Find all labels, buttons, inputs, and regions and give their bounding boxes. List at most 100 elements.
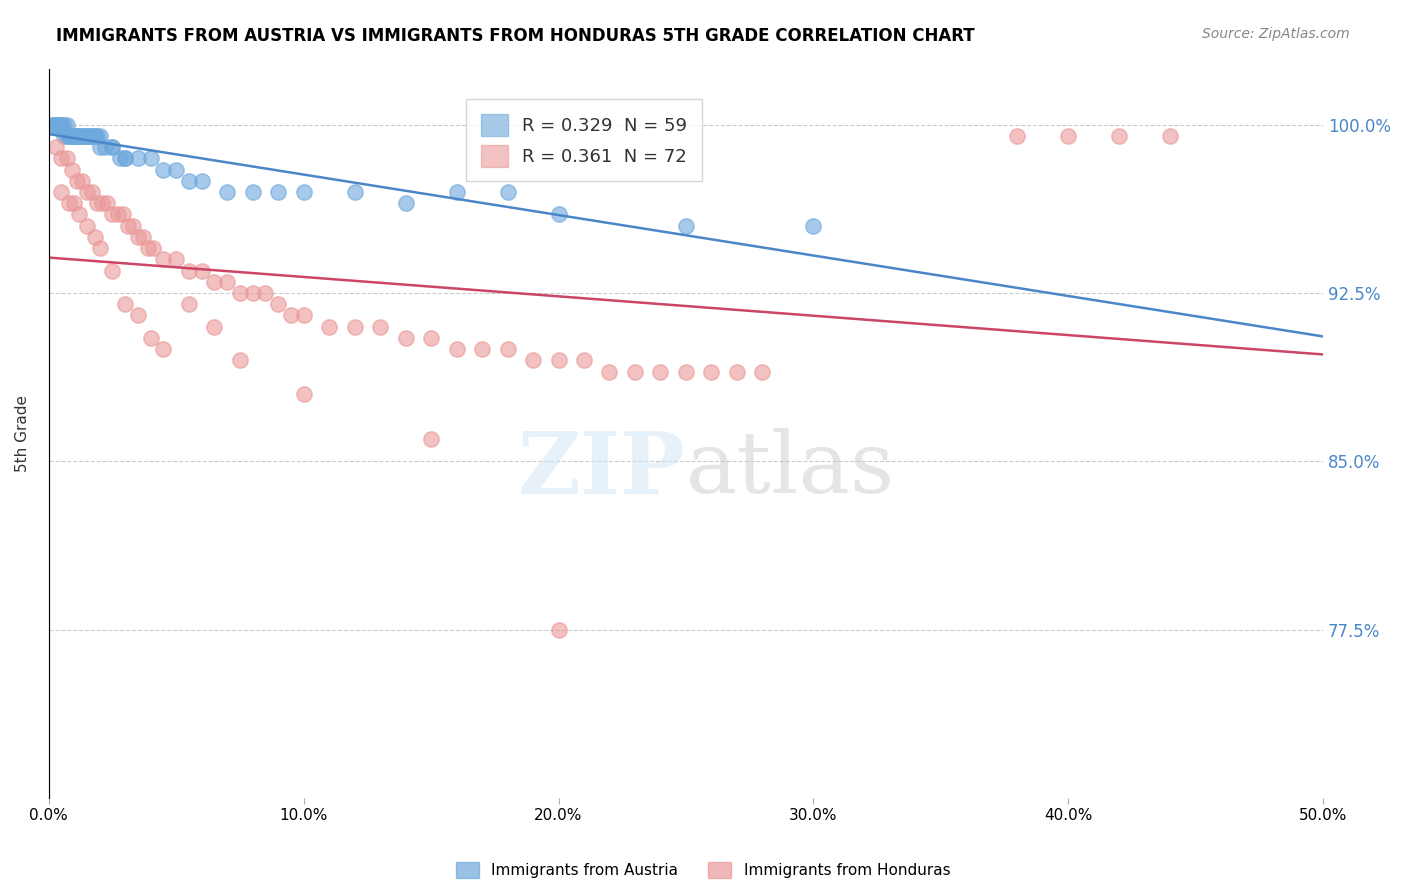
Point — [80, 185, 103, 199]
Point — [80, 128, 103, 143]
Point — [86, 196, 108, 211]
Point — [624, 365, 647, 379]
Text: Source: ZipAtlas.com: Source: ZipAtlas.com — [1202, 27, 1350, 41]
Point — [675, 365, 697, 379]
Point — [217, 275, 239, 289]
Point — [280, 309, 302, 323]
Point — [142, 241, 165, 255]
Point — [89, 128, 111, 143]
Point — [76, 128, 98, 143]
Point — [242, 285, 264, 300]
Point — [229, 285, 252, 300]
Point — [89, 241, 111, 255]
Point — [496, 342, 519, 356]
Point — [51, 118, 73, 132]
Point — [471, 342, 494, 356]
Point — [152, 252, 174, 267]
Legend: Immigrants from Austria, Immigrants from Honduras: Immigrants from Austria, Immigrants from… — [450, 856, 956, 884]
Point — [94, 140, 117, 154]
Point — [76, 128, 98, 143]
Point — [121, 219, 143, 233]
Point — [70, 128, 93, 143]
Point — [48, 118, 70, 132]
Point — [292, 387, 315, 401]
Point — [1057, 128, 1080, 143]
Point — [67, 128, 90, 143]
Point — [117, 219, 139, 233]
Point — [101, 263, 124, 277]
Point — [73, 128, 96, 143]
Point — [83, 128, 105, 143]
Point — [292, 309, 315, 323]
Point — [152, 162, 174, 177]
Point — [177, 174, 200, 188]
Point — [53, 118, 76, 132]
Point — [66, 128, 89, 143]
Point — [63, 128, 86, 143]
Point — [101, 140, 124, 154]
Point — [139, 331, 162, 345]
Point — [79, 128, 101, 143]
Point — [55, 118, 77, 132]
Point — [127, 230, 149, 244]
Point — [177, 263, 200, 277]
Point — [114, 151, 136, 165]
Point — [67, 207, 90, 221]
Point — [217, 185, 239, 199]
Text: ZIP: ZIP — [519, 428, 686, 512]
Point — [675, 219, 697, 233]
Point — [547, 353, 569, 368]
Point — [76, 185, 98, 199]
Point — [1007, 128, 1029, 143]
Point — [177, 297, 200, 311]
Point — [55, 151, 77, 165]
Point — [394, 331, 416, 345]
Point — [51, 118, 73, 132]
Point — [343, 319, 366, 334]
Point — [572, 353, 595, 368]
Point — [39, 118, 62, 132]
Point — [446, 342, 468, 356]
Point — [127, 309, 149, 323]
Point — [242, 185, 264, 199]
Point — [1108, 128, 1130, 143]
Point — [66, 174, 89, 188]
Point — [700, 365, 723, 379]
Point — [267, 185, 290, 199]
Point — [83, 230, 105, 244]
Point — [394, 196, 416, 211]
Point — [51, 185, 73, 199]
Point — [63, 196, 86, 211]
Point — [114, 151, 136, 165]
Point — [751, 365, 773, 379]
Point — [58, 128, 80, 143]
Point — [45, 140, 67, 154]
Point — [803, 219, 825, 233]
Point — [107, 207, 129, 221]
Point — [53, 128, 76, 143]
Point — [420, 432, 443, 446]
Point — [108, 151, 131, 165]
Point — [496, 185, 519, 199]
Point — [79, 128, 101, 143]
Text: IMMIGRANTS FROM AUSTRIA VS IMMIGRANTS FROM HONDURAS 5TH GRADE CORRELATION CHART: IMMIGRANTS FROM AUSTRIA VS IMMIGRANTS FR… — [56, 27, 974, 45]
Point — [70, 174, 93, 188]
Point — [132, 230, 155, 244]
Point — [66, 128, 89, 143]
Point — [1159, 128, 1181, 143]
Point — [229, 353, 252, 368]
Point — [165, 252, 187, 267]
Point — [83, 128, 105, 143]
Point — [51, 151, 73, 165]
Point — [91, 196, 114, 211]
Point — [420, 331, 443, 345]
Point — [111, 207, 134, 221]
Point — [204, 275, 226, 289]
Point — [139, 151, 162, 165]
Point — [650, 365, 672, 379]
Point — [547, 207, 569, 221]
Point — [101, 207, 124, 221]
Point — [127, 151, 149, 165]
Point — [76, 219, 98, 233]
Point — [190, 263, 212, 277]
